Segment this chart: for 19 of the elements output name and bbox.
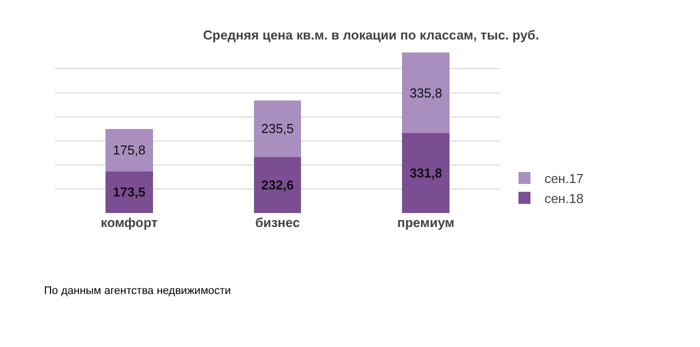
bar (402, 133, 450, 213)
data-label: 235,5 (261, 121, 294, 136)
bar (254, 157, 302, 213)
legend-label: сен.17 (544, 171, 584, 186)
x-tick-label: бизнес (255, 215, 300, 230)
bar (254, 100, 302, 158)
x-tick-label: премиум (397, 215, 454, 230)
data-label: 175,8 (112, 142, 146, 158)
bar (402, 52, 450, 134)
text: По данным агентства недвижимости (44, 285, 231, 297)
legend-label: сен.18 (544, 190, 584, 206)
bar (105, 171, 153, 213)
data-label: 335,8 (410, 85, 442, 100)
chart-title: Средняя цена кв.м. в локации по классам, тыс. руб. (203, 27, 540, 42)
x-tick-label: комфорт (100, 215, 158, 230)
data-label: 232,6 (261, 178, 294, 193)
data-label: 173,5 (112, 184, 146, 200)
bar (105, 129, 153, 172)
data-label: 331,8 (410, 166, 442, 181)
